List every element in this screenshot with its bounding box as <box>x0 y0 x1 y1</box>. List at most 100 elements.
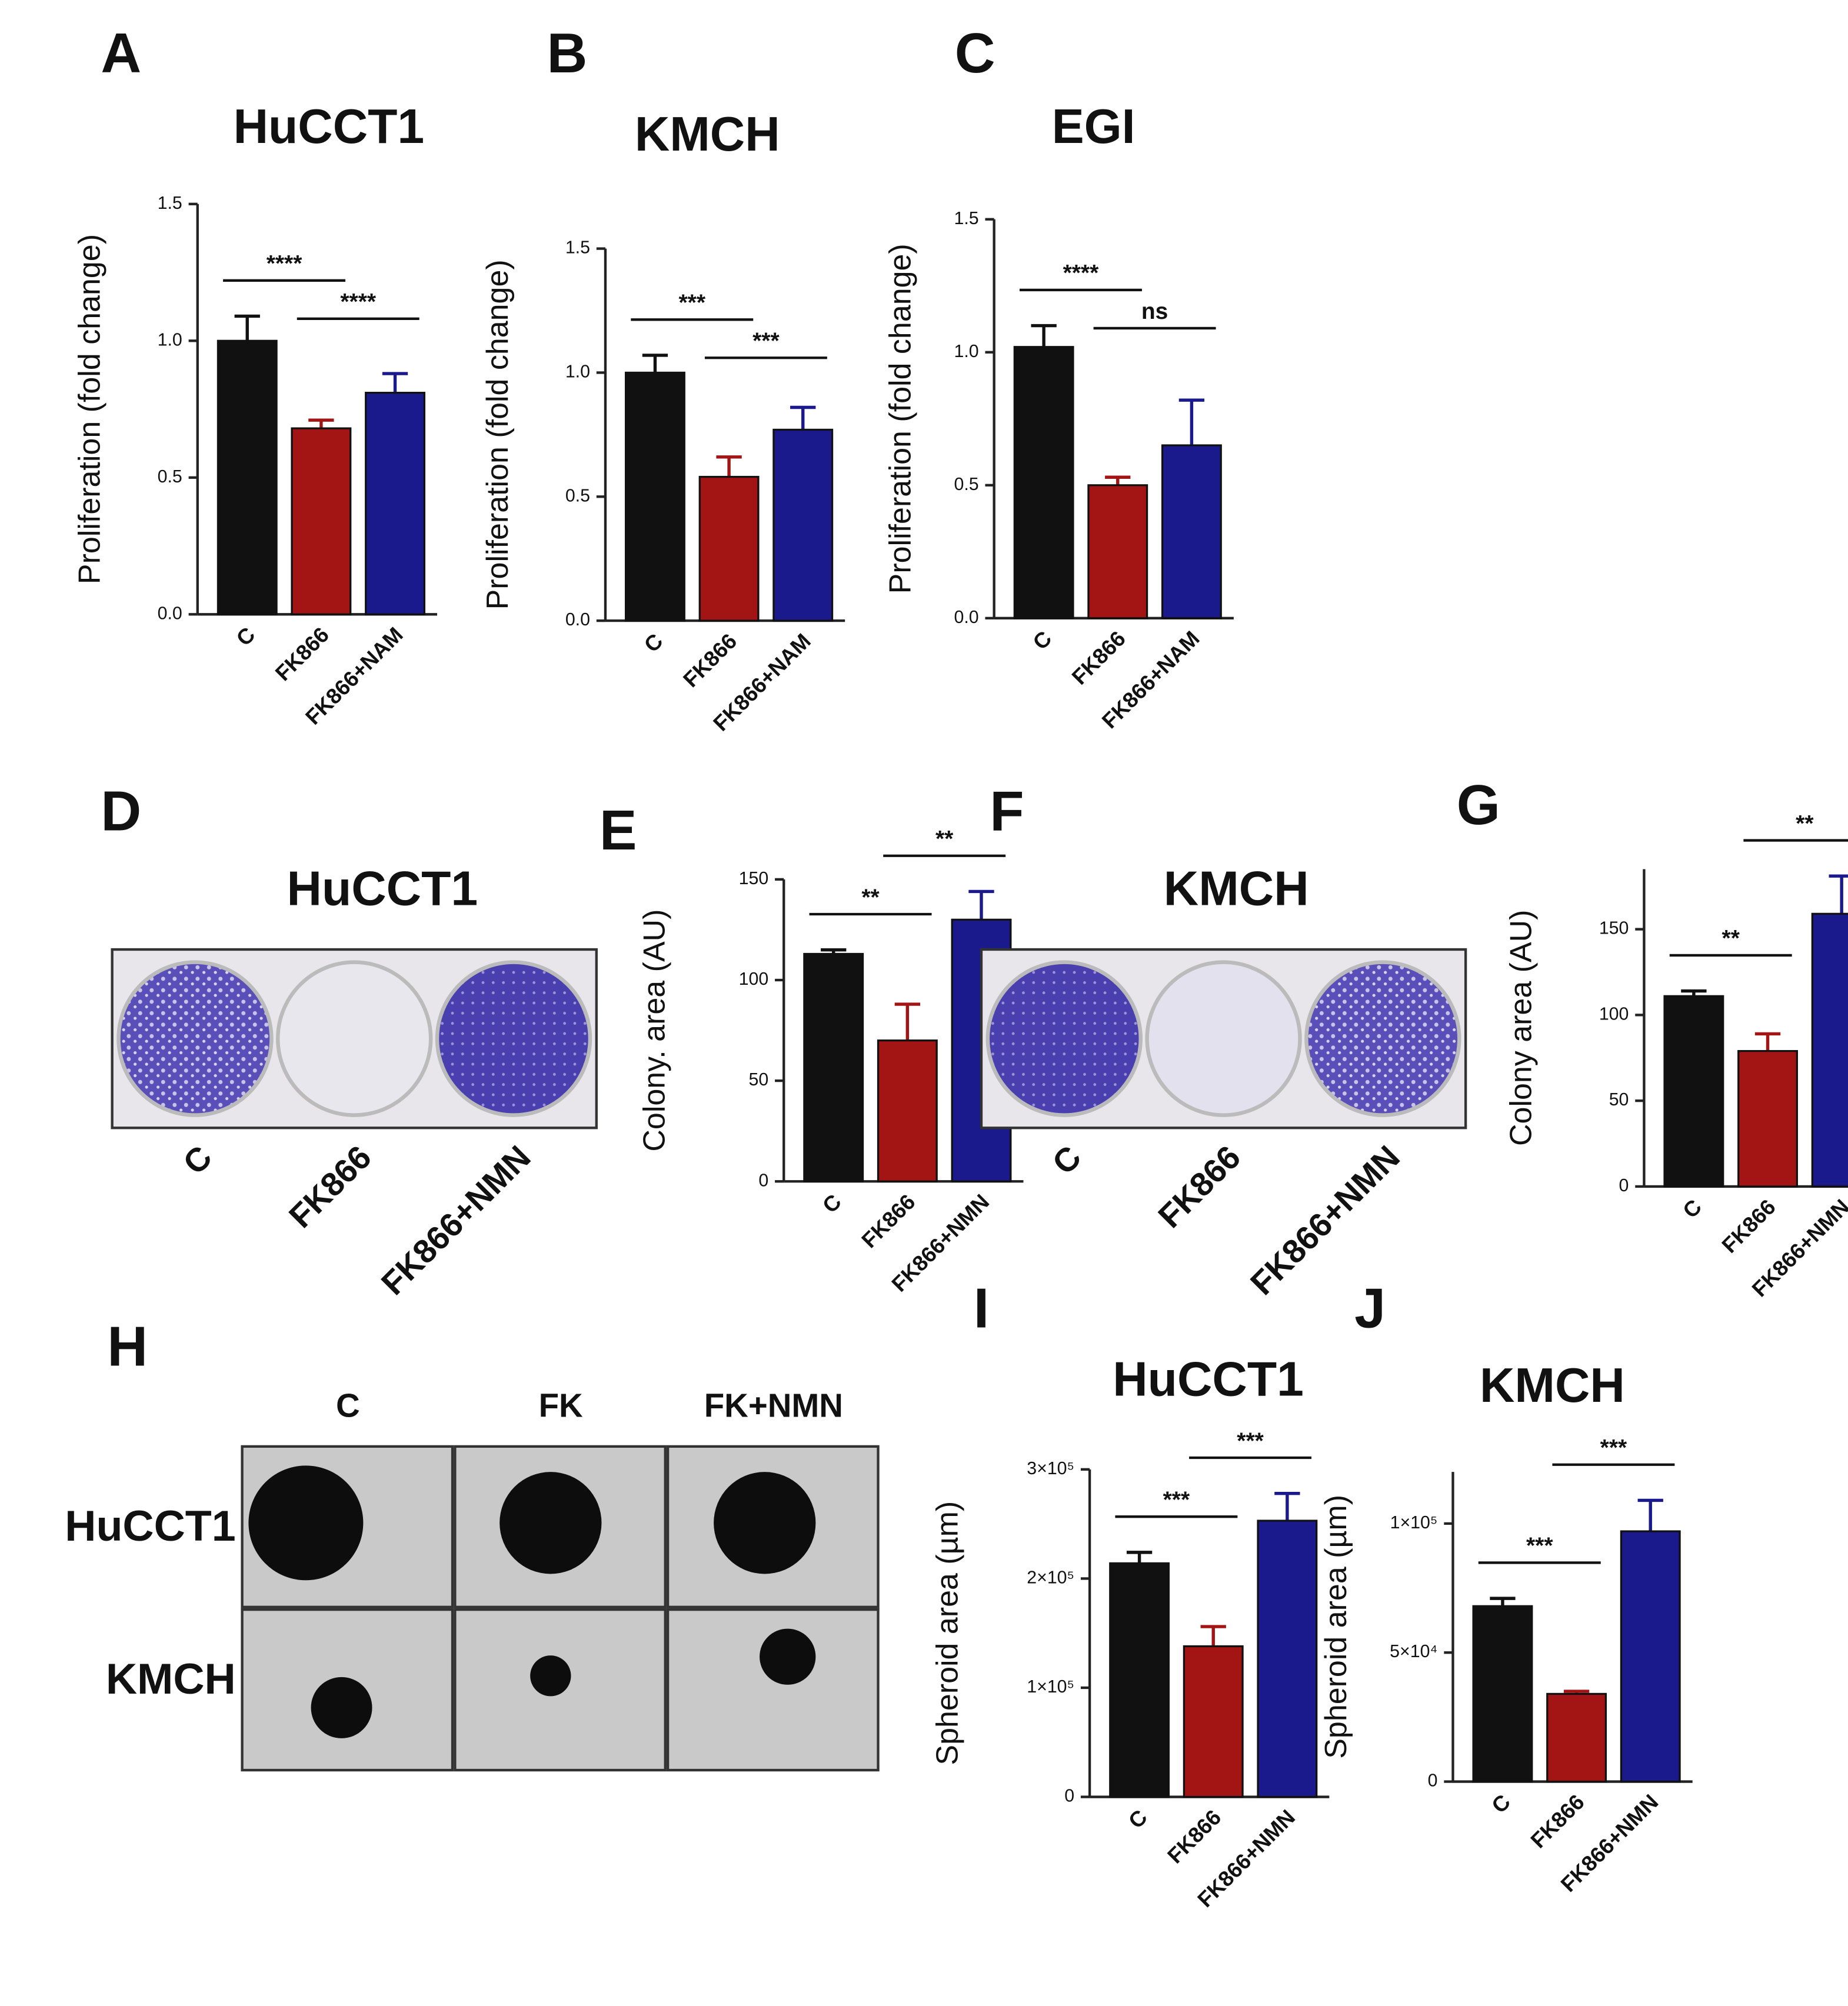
y-tick-label: 0.5 <box>565 486 590 505</box>
y-tick-label: 0.0 <box>565 610 590 629</box>
panel-letter: F <box>990 781 1024 843</box>
chart-title: KMCH <box>635 107 780 161</box>
bar <box>1546 1692 1607 1783</box>
x-tick-label: FK866 <box>678 629 741 692</box>
significance-label: ** <box>935 827 954 852</box>
y-tick-label: 0 <box>1428 1771 1438 1791</box>
bar <box>877 1039 938 1182</box>
significance-label: *** <box>1600 1435 1627 1461</box>
y-tick-label: 1.5 <box>565 238 590 258</box>
bar <box>698 475 760 622</box>
y-tick-label: 0.5 <box>158 467 182 486</box>
spheroid <box>530 1655 571 1697</box>
well <box>1145 960 1302 1117</box>
panel-letter: H <box>107 1316 148 1378</box>
x-tick-label: C <box>1124 1805 1152 1833</box>
y-tick-label: 150 <box>739 869 769 888</box>
y-tick-label: 100 <box>1599 1004 1629 1024</box>
y-tick-label: 0.0 <box>954 608 979 627</box>
y-tick-label: 1.0 <box>158 330 182 349</box>
x-tick-label: C <box>1487 1790 1515 1818</box>
significance-label: **** <box>267 251 303 276</box>
spheroid <box>714 1472 816 1574</box>
row-label: KMCH <box>106 1654 236 1703</box>
panel-letter: G <box>1457 774 1500 837</box>
well <box>985 960 1143 1117</box>
column-label: FK <box>539 1387 583 1424</box>
bar <box>1663 995 1724 1188</box>
bar <box>1013 346 1074 619</box>
column-label: C <box>336 1387 360 1424</box>
significance-label: *** <box>1526 1534 1553 1559</box>
y-tick-label: 3×10⁵ <box>1027 1459 1074 1478</box>
panel-letter: E <box>600 799 637 862</box>
panel-letter: B <box>547 22 588 85</box>
y-tick-label: 1.5 <box>954 209 979 228</box>
column-label: FK+NMN <box>704 1387 843 1424</box>
y-tick-label: 0.5 <box>954 475 979 494</box>
image-title: KMCH <box>1164 861 1309 915</box>
significance-label: ** <box>861 885 880 910</box>
y-tick-label: 0.0 <box>158 604 182 623</box>
chart-title: HuCCT1 <box>1113 1352 1304 1406</box>
y-tick-label: 0 <box>1064 1787 1074 1806</box>
bar <box>1109 1562 1170 1798</box>
well-label: FK866+NMN <box>374 1138 538 1302</box>
y-axis-label: Colony area (AU) <box>1504 910 1538 1146</box>
y-axis-label: Spheroid area (µm) <box>931 1501 965 1765</box>
y-tick-label: 150 <box>1599 919 1629 938</box>
y-tick-label: 1×10⁵ <box>1390 1513 1438 1532</box>
bar <box>291 427 352 615</box>
y-tick-label: 2×10⁵ <box>1027 1568 1074 1587</box>
panel-letter: A <box>101 22 141 85</box>
y-tick-label: 5×10⁴ <box>1390 1642 1437 1661</box>
y-tick-label: 100 <box>739 969 769 989</box>
y-tick-label: 1.5 <box>158 194 182 213</box>
well-label: C <box>1045 1138 1088 1181</box>
bar <box>803 952 864 1182</box>
bar <box>1620 1530 1681 1783</box>
bar <box>1257 1520 1318 1798</box>
bar <box>1811 912 1848 1188</box>
x-tick-label: C <box>818 1189 846 1218</box>
spheroid <box>248 1465 364 1581</box>
significance-label: **** <box>340 289 377 315</box>
spheroid <box>760 1628 816 1685</box>
y-axis-label: Spheroid area (µm) <box>1319 1495 1353 1759</box>
chart-title: HuCCT1 <box>234 99 425 154</box>
y-axis-label: Proliferation (fold change) <box>73 234 107 584</box>
y-axis-label: Colony. area (AU) <box>637 909 671 1152</box>
panel-letter: D <box>101 781 141 843</box>
significance-label: **** <box>1063 261 1100 286</box>
x-tick-label: FK866 <box>271 622 334 685</box>
y-tick-label: 0 <box>758 1171 768 1190</box>
panel-letter: J <box>1354 1278 1386 1340</box>
bar <box>624 371 685 622</box>
bar <box>773 428 834 622</box>
y-tick-label: 0 <box>1619 1176 1629 1195</box>
x-tick-label: FK866 <box>857 1189 920 1252</box>
x-tick-label: FK866 <box>1163 1805 1226 1868</box>
bar <box>1087 484 1148 619</box>
significance-label: *** <box>752 329 780 354</box>
spheroid <box>500 1472 602 1574</box>
significance-label: *** <box>1237 1428 1264 1454</box>
x-tick-label: C <box>1678 1195 1706 1223</box>
row-label: HuCCT1 <box>65 1501 235 1550</box>
y-axis-label: Proliferation (fold change) <box>481 259 515 609</box>
well <box>275 960 433 1117</box>
chart-title: EGI <box>1052 99 1136 154</box>
image-title: HuCCT1 <box>287 861 478 915</box>
x-tick-label: C <box>1028 627 1057 655</box>
bar <box>1737 1049 1798 1188</box>
significance-label: ns <box>1141 299 1168 324</box>
well <box>435 960 592 1117</box>
chart-title: KMCH <box>1480 1358 1625 1412</box>
significance-label: *** <box>678 291 705 316</box>
significance-label: ** <box>1722 926 1740 951</box>
y-tick-label: 50 <box>749 1070 769 1089</box>
well-label: C <box>176 1138 219 1181</box>
well-label: FK866 <box>1151 1138 1247 1235</box>
bar <box>1472 1605 1533 1783</box>
